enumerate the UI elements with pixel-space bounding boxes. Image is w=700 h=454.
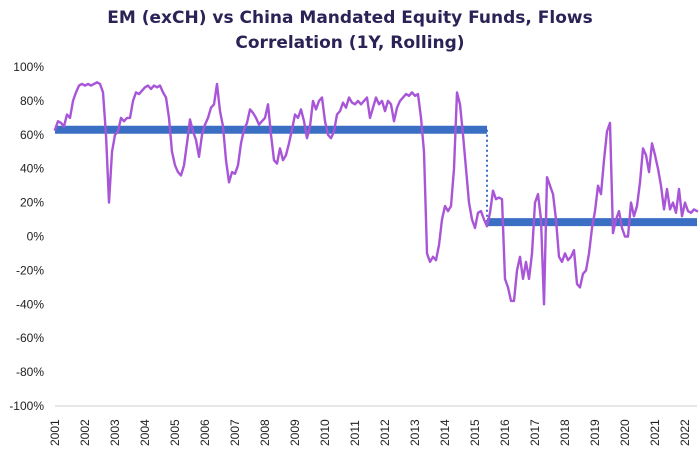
series-group bbox=[53, 81, 699, 306]
y-tick-label: 20% bbox=[20, 196, 44, 210]
axes-group: 100% 80% 60% 40% 20% 0% -20% -40% -60% -80% -100% 2… bbox=[9, 60, 697, 446]
average-lines-group bbox=[55, 125, 697, 227]
x-tick-label: 2013 bbox=[408, 419, 422, 446]
x-tick-label: 2008 bbox=[258, 419, 272, 446]
x-tick-label: 2005 bbox=[168, 419, 182, 446]
x-tick-label: 2002 bbox=[78, 419, 92, 446]
y-tick-label: -100% bbox=[9, 399, 44, 413]
chart-title: EM (exCH) vs China Mandated Equity Funds… bbox=[0, 6, 700, 56]
y-tick-label: -40% bbox=[16, 297, 44, 311]
chart-title-line-2: Correlation (1Y, Rolling) bbox=[235, 33, 465, 53]
x-tick-label: 2011 bbox=[348, 420, 362, 446]
x-tick-label: 2018 bbox=[558, 419, 572, 446]
x-tick-label: 2014 bbox=[438, 419, 452, 446]
x-tick-label: 2015 bbox=[468, 419, 482, 446]
x-tick-label: 2006 bbox=[198, 419, 212, 446]
correlation-series-line bbox=[53, 81, 699, 306]
x-tick-label: 2001 bbox=[48, 419, 62, 446]
x-tick-label: 2009 bbox=[288, 419, 302, 446]
y-tick-label: 60% bbox=[20, 128, 44, 142]
y-tick-label: 100% bbox=[13, 60, 44, 74]
y-tick-label: -60% bbox=[16, 331, 44, 345]
x-tick-label: 2007 bbox=[228, 419, 242, 446]
x-tick-label: 2004 bbox=[138, 419, 152, 446]
y-tick-label: 40% bbox=[20, 162, 44, 176]
x-tick-label: 2017 bbox=[528, 419, 542, 446]
x-tick-label: 2010 bbox=[318, 419, 332, 446]
x-tick-label: 2016 bbox=[498, 419, 512, 446]
x-tick-label: 2020 bbox=[618, 419, 632, 446]
y-tick-label: -80% bbox=[16, 365, 44, 379]
x-tick-label: 2012 bbox=[378, 419, 392, 446]
y-tick-label: 0% bbox=[27, 230, 45, 244]
x-tick-label: 2021 bbox=[648, 419, 662, 446]
y-tick-label: 80% bbox=[20, 94, 44, 108]
x-tick-label: 2019 bbox=[588, 419, 602, 446]
y-tick-label: -20% bbox=[16, 263, 44, 277]
chart-title-line-1: EM (exCH) vs China Mandated Equity Funds… bbox=[107, 8, 593, 28]
x-tick-label: 2022 bbox=[678, 419, 692, 446]
x-tick-label: 2003 bbox=[108, 419, 122, 446]
